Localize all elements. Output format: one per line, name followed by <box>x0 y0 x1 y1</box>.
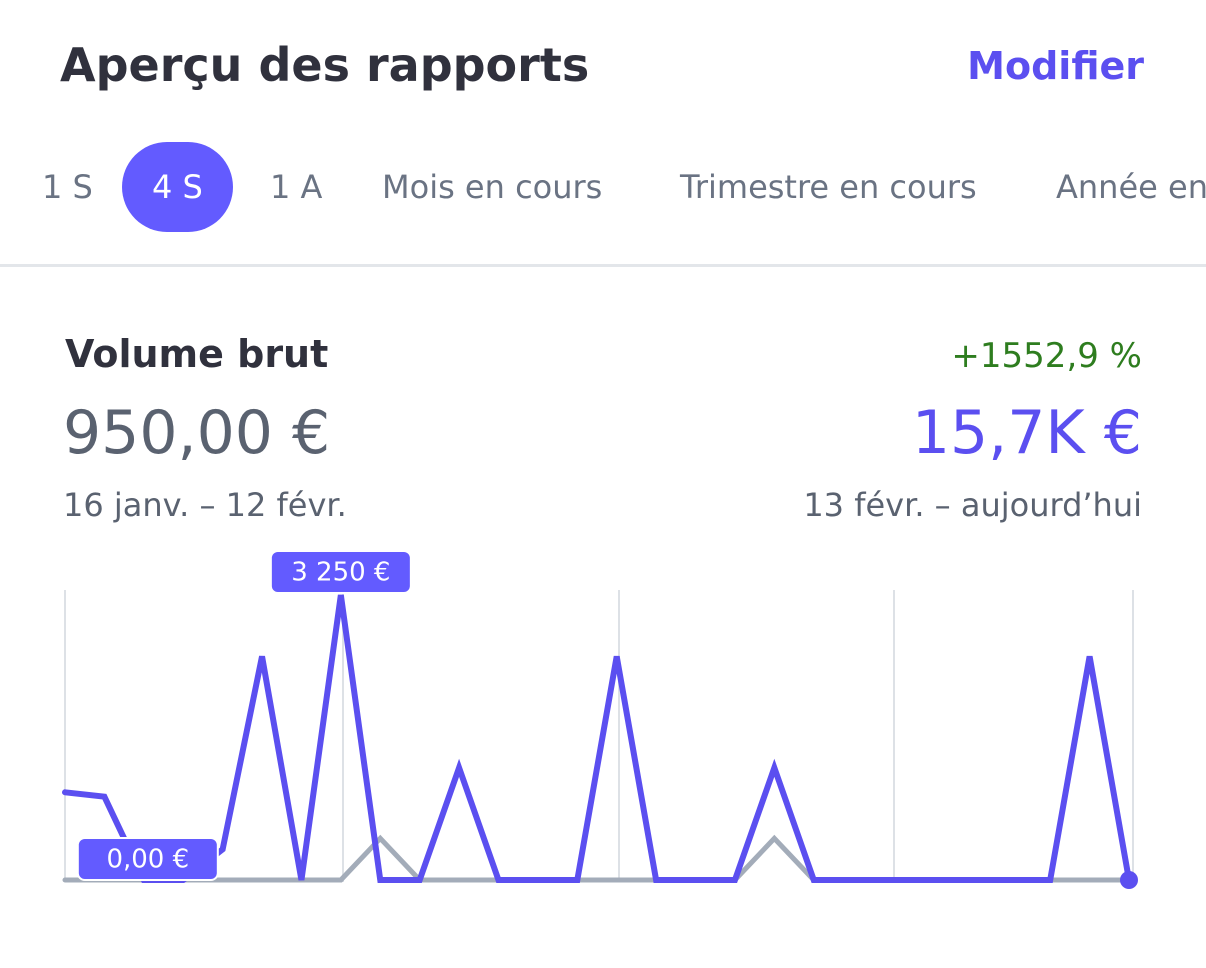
edit-button[interactable]: Modifier <box>967 44 1144 88</box>
period-tab[interactable]: 1 S <box>42 168 93 206</box>
period-tab[interactable]: Année en cours <box>1056 168 1206 206</box>
period-tab[interactable]: 4 S <box>122 142 233 232</box>
period-tab[interactable]: Trimestre en cours <box>680 168 977 206</box>
tooltip-box <box>76 837 219 881</box>
previous-value: 950,00 € <box>63 398 331 468</box>
grid <box>64 590 1134 882</box>
page-title: Aperçu des rapports <box>60 38 590 92</box>
period-tab[interactable]: Mois en cours <box>382 168 603 206</box>
value-tooltip: 0,00 € <box>76 837 219 881</box>
value-label: 3 250 € <box>291 558 390 588</box>
end-point <box>1120 871 1138 889</box>
previous-period: 16 janv. – 12 févr. <box>63 486 347 524</box>
tooltip-box <box>269 550 412 594</box>
value-tooltip: 3 250 € <box>269 550 412 594</box>
metric-change: +1552,9 % <box>951 336 1142 376</box>
series-line <box>62 594 1132 883</box>
current-period: 13 févr. – aujourd’hui <box>803 486 1142 524</box>
value-label: 0,00 € <box>106 845 189 875</box>
divider <box>0 264 1206 267</box>
period-tabs: 1 S 4 S 1 A Mois en cours Trimestre en cours… <box>0 142 1206 232</box>
metric-title: Volume brut <box>65 332 329 376</box>
period-tab[interactable]: 1 A <box>270 168 323 206</box>
current-value: 15,7K € <box>911 398 1142 468</box>
